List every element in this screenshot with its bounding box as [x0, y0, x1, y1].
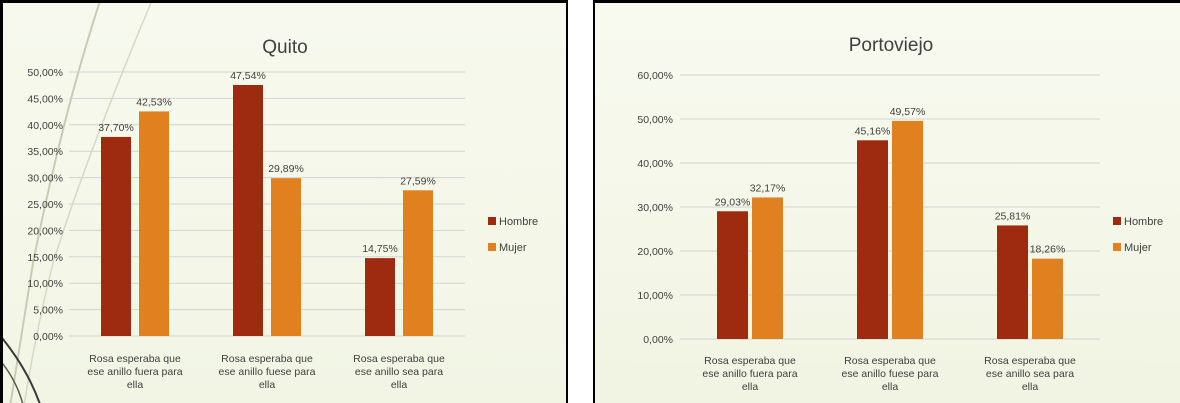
y-tick-label: 50,00% [27, 67, 63, 79]
category-label: ese anillo fuese para [219, 366, 316, 378]
legend-swatch [488, 217, 496, 225]
bar-hombre [233, 84, 263, 336]
bar-hombre [717, 211, 748, 339]
category-label: ella [127, 379, 144, 391]
chart-title: Quito [262, 37, 307, 58]
bar-mujer [271, 178, 301, 336]
chart-panel-quito: Quito 0,00% 5,00% 10,00% 15,00% 20,00% 25,00% 3… [0, 0, 566, 403]
data-label: 47,54% [230, 70, 266, 82]
category-label: Rosa esperaba que [89, 353, 181, 365]
data-label: 29,03% [715, 196, 751, 208]
chart-panel-portoviejo: Portoviejo 0,00% 10,00% 20,00% 30,00% 40,00% 5… [593, 0, 1180, 403]
legend-swatch [488, 243, 496, 251]
y-tick-label: 30,00% [637, 202, 673, 214]
data-label: 42,53% [136, 96, 172, 108]
bar-mujer [139, 111, 169, 337]
y-tick-label: 35,00% [27, 146, 63, 158]
y-tick-label: 0,00% [33, 331, 63, 343]
legend-swatch [1113, 243, 1121, 251]
category-label: ese anillo sea para [355, 366, 443, 378]
category-label: ese anillo fuera para [87, 366, 182, 378]
bar-hombre [997, 225, 1028, 339]
legend-label: Hombre [499, 216, 538, 228]
category-label: ella [1022, 381, 1039, 393]
bar-hombre [101, 136, 131, 336]
y-tick-label: 0,00% [643, 334, 673, 346]
legend-swatch [1113, 217, 1121, 225]
bar-mujer [1032, 258, 1063, 339]
category-label: Rosa esperaba que [984, 355, 1076, 367]
data-label: 14,75% [362, 243, 398, 255]
bar-mujer [752, 197, 783, 339]
category-label: ella [259, 379, 276, 391]
category-label: Rosa esperaba que [844, 355, 936, 367]
data-label: 32,17% [750, 182, 786, 194]
y-tick-label: 40,00% [27, 120, 63, 132]
bar-mujer [892, 120, 923, 339]
category-label: Rosa esperaba que [704, 355, 796, 367]
chart-title: Portoviejo [849, 35, 934, 56]
y-tick-label: 40,00% [637, 158, 673, 170]
y-tick-label: 10,00% [27, 278, 63, 290]
y-tick-label: 60,00% [637, 70, 673, 82]
data-label: 49,57% [890, 106, 926, 118]
y-tick-label: 50,00% [637, 114, 673, 126]
category-label: ese anillo fuera para [702, 368, 797, 380]
y-tick-label: 30,00% [27, 173, 63, 185]
divider [566, 0, 568, 403]
chart-portoviejo: Portoviejo 0,00% 10,00% 20,00% 30,00% 40,00% 5… [637, 35, 1163, 393]
category-label: ella [391, 379, 408, 391]
bar-hombre [857, 140, 888, 339]
data-label: 37,70% [98, 122, 134, 134]
data-label: 45,16% [855, 125, 891, 137]
legend-label: Hombre [1124, 216, 1163, 228]
data-label: 27,59% [400, 175, 436, 187]
y-tick-label: 25,00% [27, 199, 63, 211]
decorative-swoosh [3, 3, 152, 403]
data-label: 25,81% [995, 210, 1031, 222]
legend-label: Mujer [499, 242, 527, 254]
bar-hombre [365, 258, 395, 336]
legend-label: Mujer [1124, 242, 1152, 254]
y-tick-label: 45,00% [27, 93, 63, 105]
data-label: 18,26% [1030, 244, 1066, 256]
y-tick-label: 10,00% [637, 290, 673, 302]
bar-mujer [403, 190, 433, 336]
category-label: Rosa esperaba que [221, 353, 313, 365]
category-label: ese anillo sea para [986, 368, 1074, 380]
y-tick-label: 20,00% [637, 246, 673, 258]
y-tick-label: 15,00% [27, 252, 63, 264]
category-label: ese anillo fuese para [842, 368, 939, 380]
category-label: Rosa esperaba que [353, 353, 445, 365]
category-label: ella [882, 381, 899, 393]
category-label: ella [742, 381, 759, 393]
y-tick-label: 20,00% [27, 225, 63, 237]
chart-quito: Quito 0,00% 5,00% 10,00% 15,00% 20,00% 25,00% 3… [3, 3, 538, 403]
data-label: 29,89% [268, 163, 304, 175]
y-tick-label: 5,00% [33, 305, 63, 317]
